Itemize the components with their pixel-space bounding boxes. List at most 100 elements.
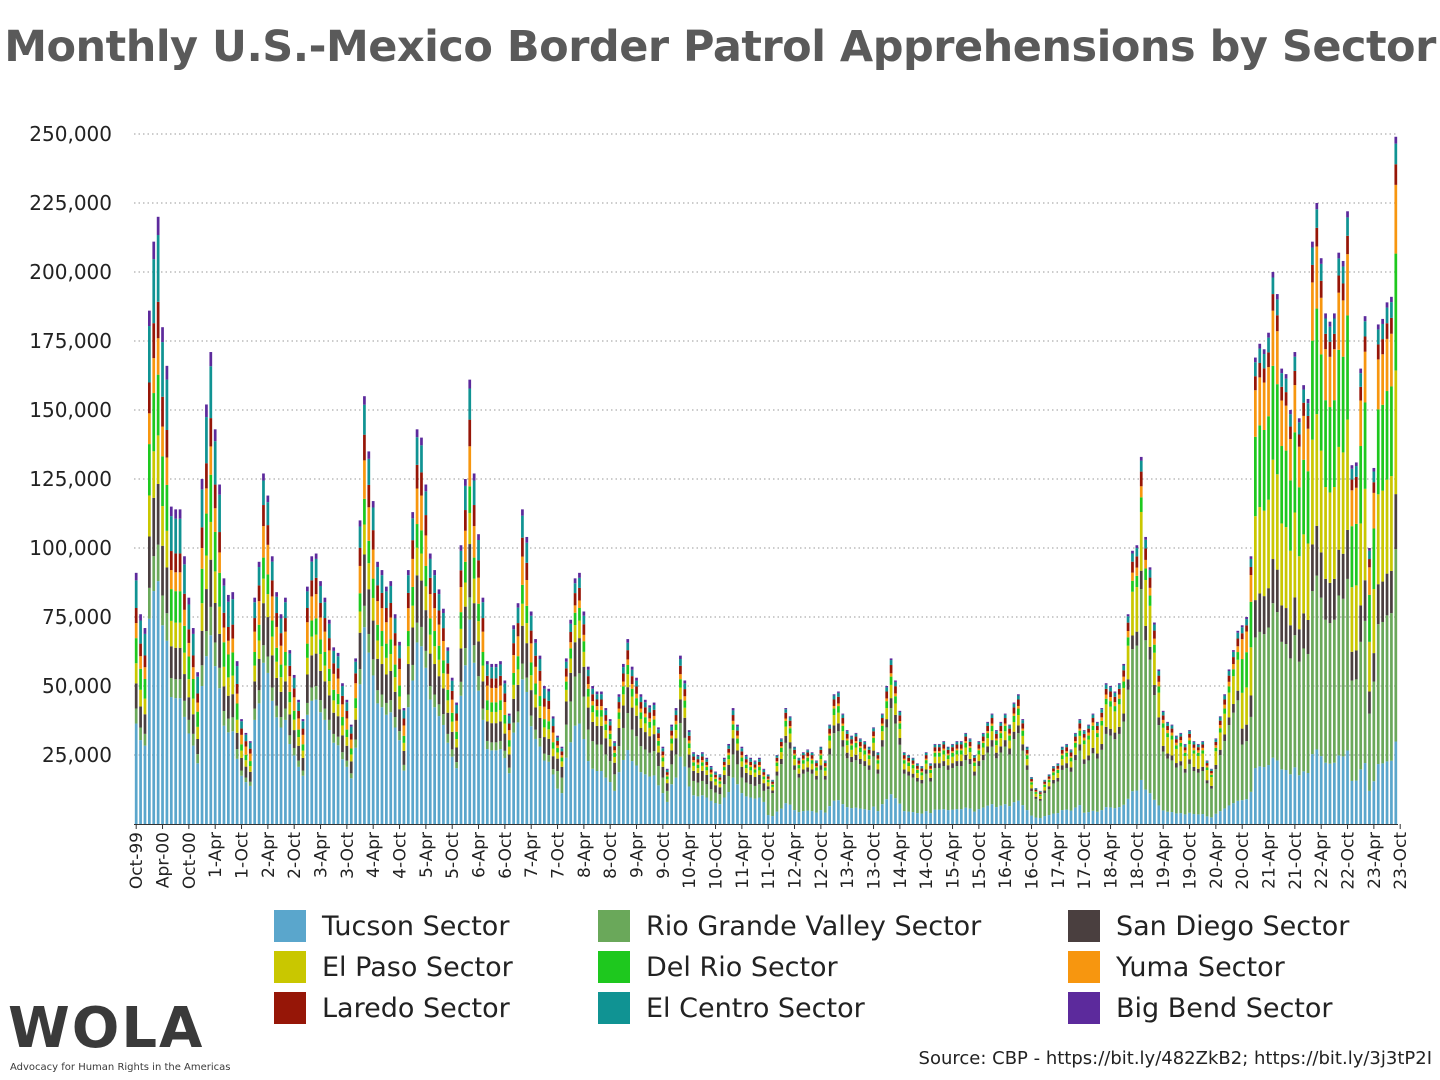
x-tick-label: 19-Apr bbox=[1154, 832, 1174, 889]
bar-segment bbox=[981, 760, 985, 808]
bar-segment bbox=[547, 738, 551, 756]
bar-segment bbox=[1175, 745, 1178, 749]
bar-segment bbox=[398, 669, 401, 686]
bar-segment bbox=[880, 723, 884, 726]
bar-segment bbox=[270, 556, 274, 562]
bar-segment bbox=[1315, 525, 1319, 576]
bar-segment bbox=[1056, 813, 1060, 824]
bar-segment bbox=[507, 715, 511, 724]
month-bar bbox=[1210, 768, 1213, 824]
month-bar bbox=[442, 608, 445, 824]
month-bar bbox=[1293, 352, 1297, 824]
bar-segment bbox=[920, 813, 924, 824]
bar-segment bbox=[156, 374, 160, 436]
bar-segment bbox=[1017, 715, 1020, 726]
bar-segment bbox=[148, 310, 151, 327]
bar-segment bbox=[578, 600, 581, 608]
bar-segment bbox=[1324, 400, 1327, 487]
bar-segment bbox=[525, 677, 529, 692]
month-bar bbox=[1135, 545, 1139, 824]
bar-segment bbox=[134, 683, 138, 709]
bar-segment bbox=[1196, 750, 1200, 753]
bar-segment bbox=[297, 718, 300, 730]
bar-segment bbox=[591, 694, 594, 702]
bar-segment bbox=[240, 775, 243, 824]
bar-segment bbox=[907, 762, 910, 767]
bar-segment bbox=[701, 753, 704, 757]
bar-segment bbox=[837, 731, 840, 801]
bar-segment bbox=[714, 772, 717, 775]
bar-segment bbox=[213, 666, 217, 824]
bar-segment bbox=[380, 570, 384, 576]
bar-segment bbox=[393, 664, 397, 678]
bar-segment bbox=[635, 765, 638, 824]
bar-segment bbox=[1157, 681, 1161, 687]
bar-segment bbox=[310, 556, 314, 562]
bar-segment bbox=[600, 744, 603, 772]
bar-segment bbox=[749, 761, 752, 766]
bar-segment bbox=[880, 731, 884, 741]
bar-segment bbox=[1135, 645, 1139, 791]
bar-segment bbox=[1188, 744, 1191, 760]
bar-segment bbox=[828, 740, 831, 749]
bar-segment bbox=[841, 804, 845, 824]
bar-segment bbox=[560, 766, 564, 778]
bar-segment bbox=[393, 717, 397, 728]
bar-segment bbox=[1372, 653, 1376, 682]
bar-segment bbox=[564, 676, 568, 682]
bar-segment bbox=[762, 772, 766, 775]
bar-segment bbox=[990, 746, 994, 805]
bar-segment bbox=[648, 705, 652, 708]
bar-segment bbox=[995, 730, 998, 732]
bar-segment bbox=[266, 502, 270, 526]
bar-segment bbox=[253, 719, 257, 824]
bar-segment bbox=[1017, 694, 1020, 696]
bar-segment bbox=[218, 532, 221, 553]
x-axis: Oct-99 Apr-00 Oct-00 1-Apr 1-Oct 2-Apr 2-Oct 3-… bbox=[127, 824, 1411, 890]
bar-segment bbox=[1359, 373, 1363, 387]
bar-segment bbox=[1091, 718, 1095, 723]
bar-segment bbox=[1293, 432, 1297, 513]
x-tick-label: 9-Oct bbox=[654, 832, 674, 879]
bar-segment bbox=[1170, 739, 1174, 756]
month-bar bbox=[485, 661, 489, 824]
bar-segment bbox=[1030, 784, 1033, 789]
bar-segment bbox=[1258, 425, 1262, 508]
bar-segment bbox=[512, 684, 515, 699]
bar-segment bbox=[1328, 582, 1332, 624]
month-bar bbox=[801, 752, 805, 824]
bar-segment bbox=[266, 656, 270, 673]
bar-segment bbox=[784, 720, 788, 727]
bar-segment bbox=[1223, 713, 1226, 735]
bar-segment bbox=[916, 777, 919, 782]
month-bar bbox=[1258, 343, 1262, 824]
bar-segment bbox=[828, 735, 831, 741]
bar-segment bbox=[885, 687, 889, 692]
bar-segment bbox=[371, 578, 375, 598]
bar-segment bbox=[143, 733, 147, 746]
bar-segment bbox=[262, 662, 265, 824]
bar-segment bbox=[376, 561, 379, 568]
bar-segment bbox=[929, 773, 932, 778]
bar-segment bbox=[1139, 779, 1143, 824]
bar-segment bbox=[1047, 782, 1051, 787]
bar-segment bbox=[231, 592, 235, 600]
bar-segment bbox=[938, 747, 941, 752]
month-bar bbox=[385, 586, 388, 824]
bar-segment bbox=[1065, 767, 1068, 810]
bar-segment bbox=[1302, 415, 1305, 460]
bar-segment bbox=[200, 489, 204, 528]
bar-segment bbox=[279, 691, 283, 718]
bar-segment bbox=[1008, 806, 1011, 824]
bar-segment bbox=[1368, 559, 1371, 568]
bar-segment bbox=[1196, 814, 1200, 824]
bar-segment bbox=[1249, 601, 1253, 648]
bar-segment bbox=[1249, 716, 1253, 792]
bar-segment bbox=[485, 661, 489, 665]
bar-segment bbox=[916, 781, 919, 814]
bar-segment bbox=[1201, 766, 1205, 772]
month-bar bbox=[608, 719, 612, 824]
bar-segment bbox=[1289, 426, 1292, 439]
bar-segment bbox=[464, 648, 467, 666]
bar-segment bbox=[1280, 446, 1284, 524]
